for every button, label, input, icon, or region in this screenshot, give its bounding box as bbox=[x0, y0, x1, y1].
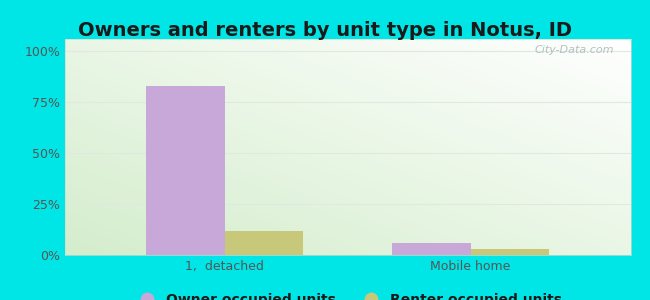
Bar bbox=[225, 230, 304, 255]
Text: City-Data.com: City-Data.com bbox=[534, 46, 614, 56]
Bar bbox=[146, 86, 225, 255]
Text: Owners and renters by unit type in Notus, ID: Owners and renters by unit type in Notus… bbox=[78, 21, 572, 40]
Bar bbox=[471, 249, 549, 255]
Bar bbox=[392, 243, 471, 255]
Legend: Owner occupied units, Renter occupied units: Owner occupied units, Renter occupied un… bbox=[127, 288, 568, 300]
